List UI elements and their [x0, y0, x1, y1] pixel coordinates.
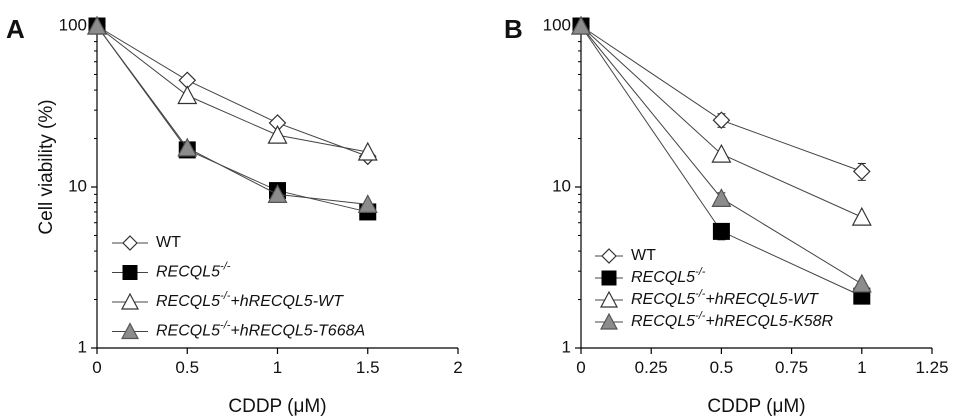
- legend-label: RECQL5-/-+hRECQL5-WT: [631, 288, 819, 308]
- legend-marker: [602, 249, 616, 263]
- legend-label-base: RECQL5: [631, 291, 695, 308]
- x-tick-label: 1: [857, 358, 866, 377]
- legend-label-rest: +hRECQL5-K58R: [705, 313, 833, 330]
- legend-label: RECQL5-/-+hRECQL5-WT: [156, 290, 344, 310]
- x-tick-label: 0: [576, 358, 585, 377]
- legend-label-superscript: -/-: [695, 288, 706, 300]
- legend-label-rest: +hRECQL5-WT: [230, 293, 344, 310]
- y-tick-label: 10: [552, 176, 571, 195]
- data-point: [712, 145, 730, 162]
- panel-b-chart: B 1 10 100 0 0.25 0.5 0.75 1 1.25 CDDP (μM) WT RECQL…: [504, 14, 949, 417]
- x-tick-label: 1.25: [915, 358, 948, 377]
- legend-label-superscript: -/-: [220, 319, 231, 331]
- data-point: [712, 189, 730, 206]
- legend-label-base: RECQL5: [631, 313, 695, 330]
- y-tick-label: 100: [59, 15, 87, 34]
- legend-label-superscript: -/-: [695, 310, 706, 322]
- x-tick-label: 1: [273, 358, 282, 377]
- legend-label: WT: [631, 247, 656, 264]
- x-axis-title: CDDP (μM): [228, 396, 326, 417]
- legend-marker: [602, 271, 616, 285]
- series-2: [89, 18, 376, 220]
- data-point: [853, 208, 871, 225]
- data-point: [178, 87, 196, 104]
- panel-letter: A: [6, 14, 25, 44]
- legend-label: RECQL5-/-+hRECQL5-K58R: [631, 310, 833, 330]
- legend-label-base: RECQL5: [156, 323, 220, 340]
- x-tick-label: 0.5: [710, 358, 734, 377]
- legend-label-superscript: -/-: [220, 260, 231, 272]
- series-line: [97, 26, 368, 156]
- y-tick-label: 10: [68, 176, 87, 195]
- x-tick-label: 0.75: [775, 358, 808, 377]
- legend-label-base: RECQL5: [156, 264, 220, 281]
- legend-label: WT: [156, 234, 181, 251]
- panel-letter: B: [504, 14, 523, 44]
- x-tick-label: 1.5: [356, 358, 380, 377]
- legend-label-superscript: -/-: [220, 290, 231, 302]
- legend: WTRECQL5-/-RECQL5-/-+hRECQL5-WTRECQL5-/-…: [595, 247, 833, 330]
- data-point: [269, 126, 287, 143]
- x-axis-title: CDDP (μM): [707, 396, 805, 417]
- legend-label-base: RECQL5: [631, 269, 695, 286]
- series-line: [97, 26, 368, 152]
- data-point: [713, 112, 729, 128]
- y-tick-label: 1: [78, 337, 87, 356]
- legend-label: RECQL5-/-: [156, 260, 231, 280]
- data-point: [853, 275, 871, 292]
- x-tick-label: 2: [453, 358, 462, 377]
- y-tick-label: 1: [562, 337, 571, 356]
- legend-marker: [123, 236, 137, 250]
- x-tick-label: 0.5: [175, 358, 199, 377]
- legend: WTRECQL5-/-RECQL5-/-+hRECQL5-WTRECQL5-/-…: [112, 234, 365, 340]
- y-tick-label: 100: [543, 15, 571, 34]
- x-tick-label: 0: [92, 358, 101, 377]
- data-point: [854, 163, 870, 179]
- legend-label-rest: +hRECQL5-T668A: [230, 323, 365, 340]
- legend-label-base: RECQL5: [156, 293, 220, 310]
- data-point: [713, 223, 729, 239]
- legend-label: RECQL5-/-: [631, 266, 706, 286]
- legend-label-rest: +hRECQL5-WT: [705, 291, 819, 308]
- y-axis-title: Cell viability (%): [36, 99, 57, 234]
- legend-label-superscript: -/-: [695, 266, 706, 278]
- x-tick-label: 0.25: [635, 358, 668, 377]
- series-1: [89, 18, 376, 164]
- legend-marker: [123, 266, 137, 280]
- legend-label: RECQL5-/-+hRECQL5-T668A: [156, 319, 365, 339]
- series-line: [97, 26, 368, 212]
- data-point: [359, 143, 377, 160]
- panel-a-chart: A 1 10 100 0 0.5 1 1.5 2 CDDP (μM) Cell viability …: [6, 14, 463, 417]
- series-3: [88, 17, 377, 160]
